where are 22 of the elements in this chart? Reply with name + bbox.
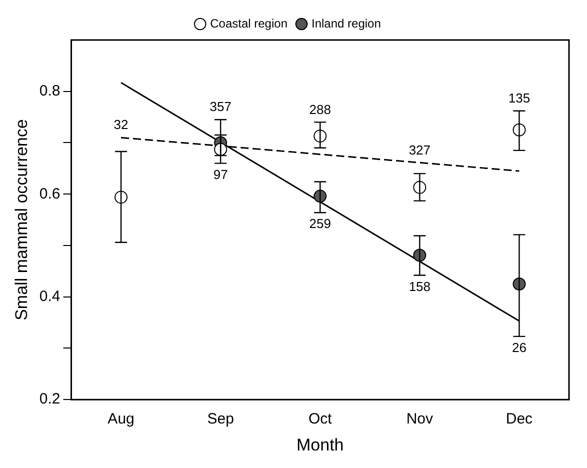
y-tick-label: 0.6: [39, 185, 60, 202]
x-tick-label: Nov: [406, 410, 434, 428]
y-tick-label: 0.4: [39, 288, 60, 305]
x-tick-label: Sep: [207, 410, 234, 428]
annotation: 32: [114, 117, 128, 132]
x-axis-title: Month: [296, 435, 344, 454]
annotation: 158: [408, 278, 431, 294]
annotation: 327: [408, 142, 431, 158]
annotation: 26: [512, 340, 526, 355]
x-tick-label: Aug: [108, 410, 134, 428]
x-tick-label: Dec: [506, 410, 534, 428]
annotation: 259: [309, 216, 331, 232]
annotation: 288: [309, 102, 331, 117]
annotation: 357: [210, 99, 232, 114]
x-tick-label: Oct: [308, 410, 333, 428]
annotation: 97: [213, 166, 228, 182]
y-axis-title: Small mammal occurrence: [12, 119, 31, 320]
annotation: 135: [508, 90, 530, 106]
legend-label: Coastal region: [210, 16, 288, 30]
y-tick-label: 0.8: [39, 82, 60, 100]
y-tick-label: 0.2: [39, 390, 60, 408]
legend-label: Inland region: [311, 16, 381, 30]
